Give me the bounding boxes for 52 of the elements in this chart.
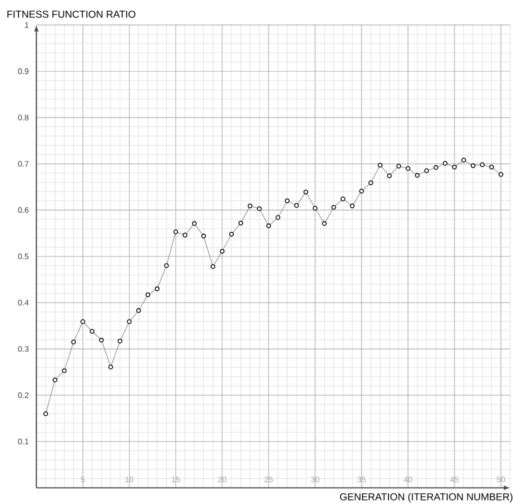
point <box>229 232 234 237</box>
point <box>470 163 476 168</box>
point <box>52 378 58 382</box>
point <box>340 196 346 202</box>
point <box>442 161 448 166</box>
point <box>284 198 290 204</box>
point <box>387 174 392 178</box>
y-axis-title: FITNESS FUNCTION RATIO <box>7 10 136 18</box>
point <box>154 286 160 292</box>
point <box>312 206 318 211</box>
x-axis-title: GENERATION (ITERATION NUMBER) <box>340 493 512 502</box>
point <box>322 221 327 226</box>
point <box>498 172 504 177</box>
point <box>108 364 114 370</box>
point <box>331 205 336 210</box>
point <box>424 168 429 174</box>
point <box>220 249 225 254</box>
point <box>266 224 271 228</box>
point <box>461 158 466 163</box>
point <box>480 162 485 168</box>
point <box>434 165 438 170</box>
point <box>192 221 197 226</box>
point <box>368 180 374 186</box>
point <box>43 412 48 416</box>
point <box>80 319 86 324</box>
point <box>238 220 244 226</box>
point <box>90 329 94 334</box>
point <box>146 292 150 298</box>
point <box>210 264 216 270</box>
point <box>126 319 132 324</box>
point <box>276 215 280 220</box>
point <box>248 204 252 208</box>
point <box>136 308 141 313</box>
point <box>406 166 410 171</box>
point <box>164 263 169 268</box>
point <box>62 368 67 374</box>
point <box>182 232 188 238</box>
point <box>118 338 122 344</box>
point <box>452 164 457 170</box>
point <box>99 338 104 343</box>
point <box>359 188 364 194</box>
point <box>303 190 308 195</box>
point <box>396 164 402 169</box>
point <box>257 206 262 212</box>
point <box>173 230 178 234</box>
point <box>378 162 382 168</box>
point <box>350 204 355 208</box>
point <box>201 234 206 238</box>
point <box>489 164 494 170</box>
point <box>71 340 76 344</box>
point <box>414 173 420 178</box>
point <box>294 203 299 208</box>
